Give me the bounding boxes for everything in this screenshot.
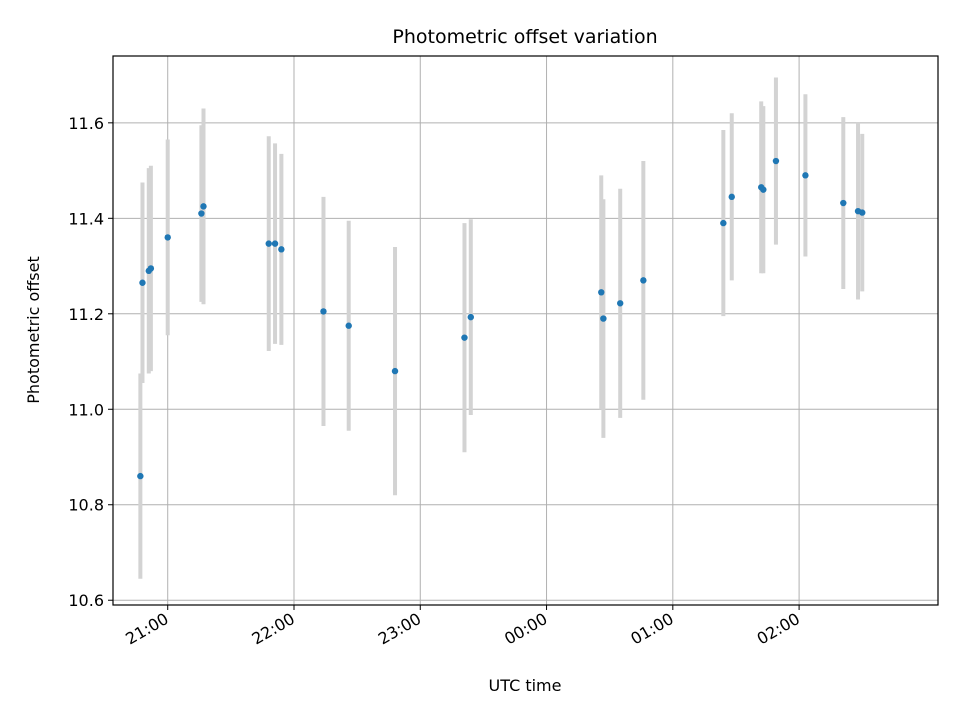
x-tick-label: 21:00	[122, 609, 171, 649]
y-tick-label: 11.4	[68, 209, 104, 228]
data-point	[271, 240, 279, 247]
data-points	[137, 157, 866, 480]
x-tick-label: 02:00	[754, 609, 803, 649]
data-point	[760, 186, 767, 193]
y-tick-label: 11.6	[68, 114, 104, 133]
data-point	[198, 210, 205, 217]
data-point	[265, 240, 272, 247]
y-tick-label: 11.0	[68, 400, 104, 419]
data-point	[391, 367, 399, 375]
data-point	[600, 315, 607, 322]
data-point	[728, 193, 735, 201]
data-point	[278, 246, 285, 253]
y-tick-label: 10.8	[68, 496, 104, 515]
data-point	[772, 157, 780, 165]
data-point	[802, 172, 809, 179]
data-point	[164, 234, 171, 241]
data-point	[461, 334, 468, 341]
chart-title: Photometric offset variation	[392, 26, 657, 48]
data-point	[467, 313, 474, 321]
plot-frame	[112, 55, 939, 606]
data-point	[720, 219, 727, 227]
data-point	[640, 277, 647, 284]
data-point	[147, 265, 155, 272]
data-point	[200, 203, 207, 210]
data-point	[859, 209, 866, 216]
y-tick-label: 10.6	[68, 591, 104, 610]
y-axis: 10.6 10.8 11.0 11.2 11.4 11.6	[68, 114, 113, 610]
data-point	[840, 199, 847, 207]
error-bars	[138, 77, 865, 579]
data-point	[598, 289, 605, 296]
data-point	[617, 300, 624, 307]
data-point	[320, 308, 327, 315]
x-tick-label: 23:00	[375, 609, 424, 649]
grid	[113, 56, 938, 605]
y-tick-label: 11.2	[68, 305, 104, 324]
x-axis-label: UTC time	[489, 676, 562, 695]
data-point	[139, 279, 146, 286]
x-tick-label: 22:00	[249, 609, 298, 649]
y-axis-label: Photometric offset	[24, 256, 43, 404]
x-tick-label: 00:00	[501, 609, 550, 649]
data-point	[137, 472, 144, 480]
x-axis: 21:00 22:00 23:00 00:00 01:00 02:00	[122, 605, 803, 649]
x-tick-label: 01:00	[627, 609, 676, 649]
data-point	[345, 322, 352, 329]
